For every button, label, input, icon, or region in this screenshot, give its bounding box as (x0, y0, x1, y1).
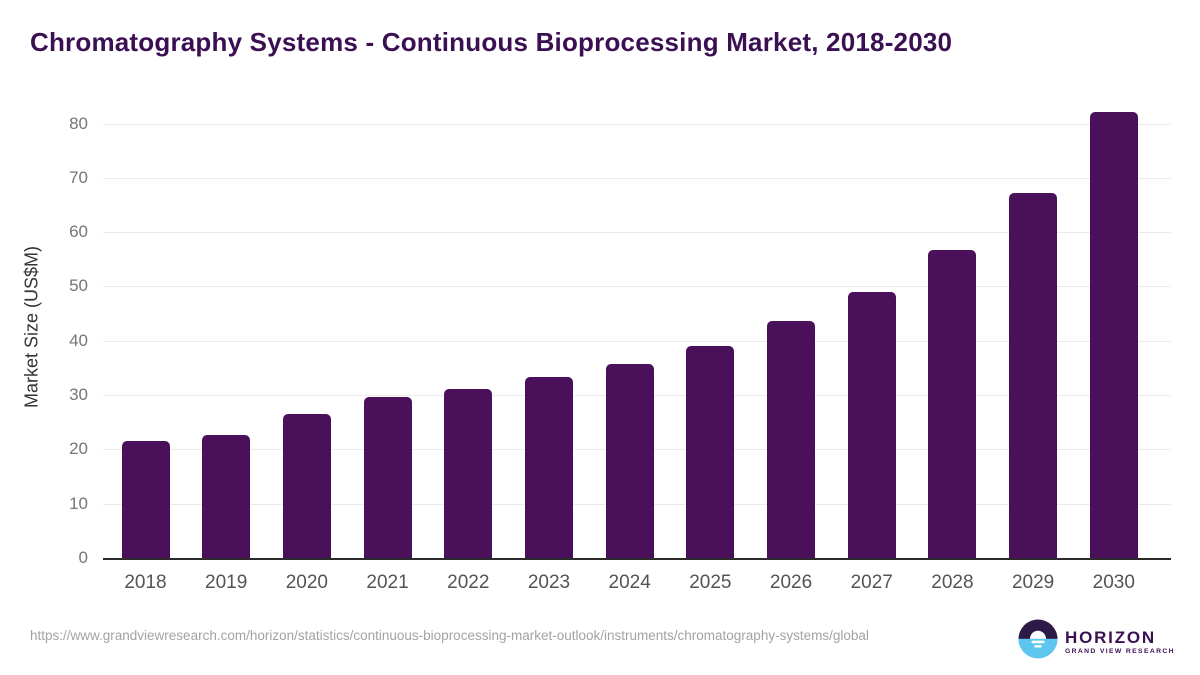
y-tick-label: 70 (69, 167, 88, 187)
x-tick-label: 2023 (527, 572, 571, 593)
x-axis-line (103, 558, 1171, 560)
bar-2018 (121, 441, 170, 558)
logo-name: HORIZON (1065, 627, 1156, 647)
bar-2022 (444, 388, 493, 558)
y-tick-label: 20 (69, 439, 88, 459)
x-tick-label: 2026 (769, 572, 813, 593)
y-tick-label: 40 (69, 330, 88, 350)
gridline (103, 340, 1171, 342)
gridline (103, 177, 1171, 179)
y-tick-label: 80 (69, 113, 88, 133)
bar-2026 (767, 321, 816, 558)
bar-2024 (605, 363, 654, 558)
y-axis-label: Market Size (US$M) (21, 245, 42, 409)
x-tick-label: 2027 (850, 572, 893, 593)
bar-2030 (1089, 112, 1138, 558)
x-tick-label: 2028 (931, 572, 974, 593)
bar-2028 (928, 250, 977, 558)
y-tick-label: 60 (69, 222, 88, 242)
bar-2020 (282, 413, 331, 558)
gridline (103, 232, 1171, 234)
x-tick-label: 2025 (689, 572, 732, 593)
y-tick-label: 0 (78, 548, 88, 567)
horizon-logo: HORIZON GRAND VIEW RESEARCH (1018, 619, 1175, 664)
bar-2027 (847, 291, 896, 558)
source-url: https://www.grandviewresearch.com/horizo… (30, 628, 869, 643)
x-tick-label: 2029 (1011, 572, 1055, 593)
horizon-sun-icon (1018, 619, 1058, 664)
bar-2021 (363, 396, 412, 558)
gridline (103, 123, 1171, 125)
gridline (103, 286, 1171, 288)
x-tick-label: 2018 (124, 572, 167, 593)
y-tick-label: 50 (69, 276, 88, 296)
bar-2029 (1009, 193, 1058, 558)
chart-title: Chromatography Systems - Continuous Biop… (30, 27, 953, 57)
x-tick-label: 2024 (608, 572, 651, 593)
x-tick-label: 2020 (285, 572, 329, 593)
y-tick-label: 10 (69, 493, 88, 513)
x-tick-label: 2030 (1092, 572, 1135, 593)
x-tick-label: 2022 (447, 572, 490, 593)
logo-subtitle: GRAND VIEW RESEARCH (1065, 647, 1175, 655)
x-tick-label: 2021 (366, 572, 409, 593)
x-tick-label: 2019 (205, 572, 248, 593)
y-tick-label: 30 (69, 385, 88, 405)
bar-2025 (686, 345, 735, 558)
bar-2019 (202, 435, 251, 558)
bar-2023 (524, 377, 573, 558)
